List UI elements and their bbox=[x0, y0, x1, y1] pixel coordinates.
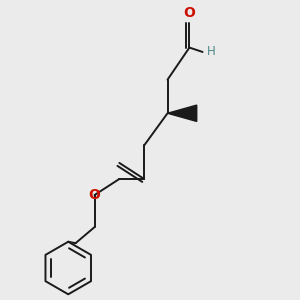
Text: O: O bbox=[88, 188, 101, 202]
Polygon shape bbox=[167, 105, 197, 122]
Text: O: O bbox=[184, 6, 195, 20]
Text: H: H bbox=[207, 45, 216, 58]
